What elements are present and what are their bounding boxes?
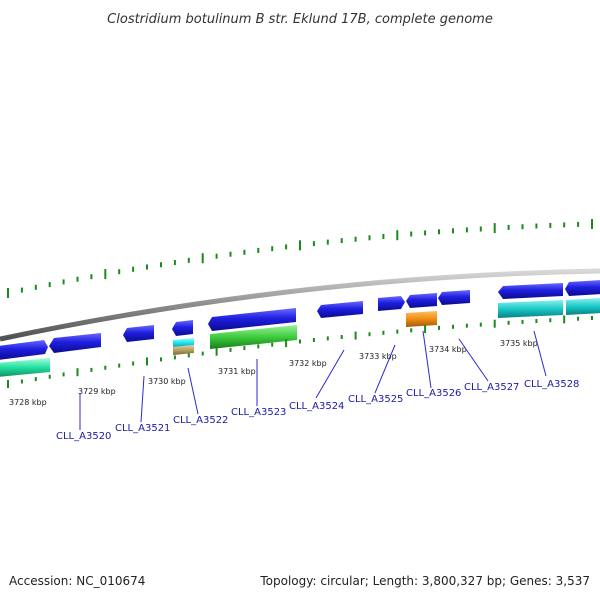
genome-summary-text: Topology: circular; Length: 3,800,327 bp…: [259, 574, 590, 588]
cds-feature: [0, 340, 48, 360]
leader-line: [187, 367, 199, 415]
gene-label[interactable]: CLL_A3527: [464, 382, 519, 393]
kbp-tick-label: 3735 kbp: [500, 339, 538, 348]
gene-label[interactable]: CLL_A3522: [173, 415, 228, 426]
kbp-tick-label: 3729 kbp: [78, 387, 116, 396]
kbp-tick-label: 3733 kbp: [359, 352, 397, 361]
gene-label[interactable]: CLL_A3525: [348, 394, 403, 405]
gc-content-outer-track: [7, 219, 593, 298]
scale-track: [7, 315, 593, 388]
cds-feature: [378, 296, 405, 311]
genome-backbone: [0, 268, 600, 342]
cds-feature: [438, 290, 470, 305]
gene-feature: [173, 345, 194, 355]
leader-line: [458, 338, 489, 382]
gene-labels: CLL_A3520 CLL_A3521 CLL_A3522 CLL_A3523 …: [56, 379, 579, 442]
leader-line: [422, 330, 432, 389]
cds-feature: [208, 308, 296, 331]
gene-feature: [498, 300, 563, 318]
cds-feature: [498, 283, 563, 299]
gene-feature: [0, 358, 50, 377]
accession-text: Accession: NC_010674: [9, 574, 145, 588]
cds-feature: [565, 280, 600, 296]
cds-feature: [172, 320, 193, 336]
gene-label[interactable]: CLL_A3528: [524, 379, 579, 390]
cds-track: [0, 280, 600, 377]
cds-feature: [406, 293, 437, 308]
kbp-tick-label: 3728 kbp: [9, 398, 47, 407]
gene-feature: [173, 338, 194, 347]
gene-label[interactable]: CLL_A3524: [289, 401, 344, 412]
gene-label[interactable]: CLL_A3520: [56, 431, 111, 442]
kbp-tick-label: 3734 kbp: [429, 345, 467, 354]
kbp-tick-label: 3732 kbp: [289, 359, 327, 368]
kbp-tick-label: 3731 kbp: [218, 367, 256, 376]
gene-feature: [210, 325, 297, 349]
gene-label[interactable]: CLL_A3526: [406, 388, 461, 399]
gene-feature: [566, 298, 600, 315]
leader-line: [374, 344, 396, 394]
leader-line: [315, 349, 345, 399]
leader-line: [140, 375, 145, 423]
gene-label[interactable]: CLL_A3523: [231, 407, 286, 418]
gene-leader-lines: [79, 330, 547, 430]
leader-line: [533, 330, 547, 377]
map-title: Clostridium botulinum B str. Eklund 17B,…: [107, 12, 493, 27]
cds-feature: [317, 301, 363, 318]
kbp-tick-label: 3730 kbp: [148, 377, 186, 386]
kbp-tick-labels: 3728 kbp 3729 kbp 3730 kbp 3731 kbp 3732…: [9, 339, 538, 407]
gene-feature: [406, 311, 437, 327]
cds-feature: [49, 333, 101, 353]
gene-label[interactable]: CLL_A3521: [115, 423, 170, 434]
cds-feature: [123, 325, 154, 342]
